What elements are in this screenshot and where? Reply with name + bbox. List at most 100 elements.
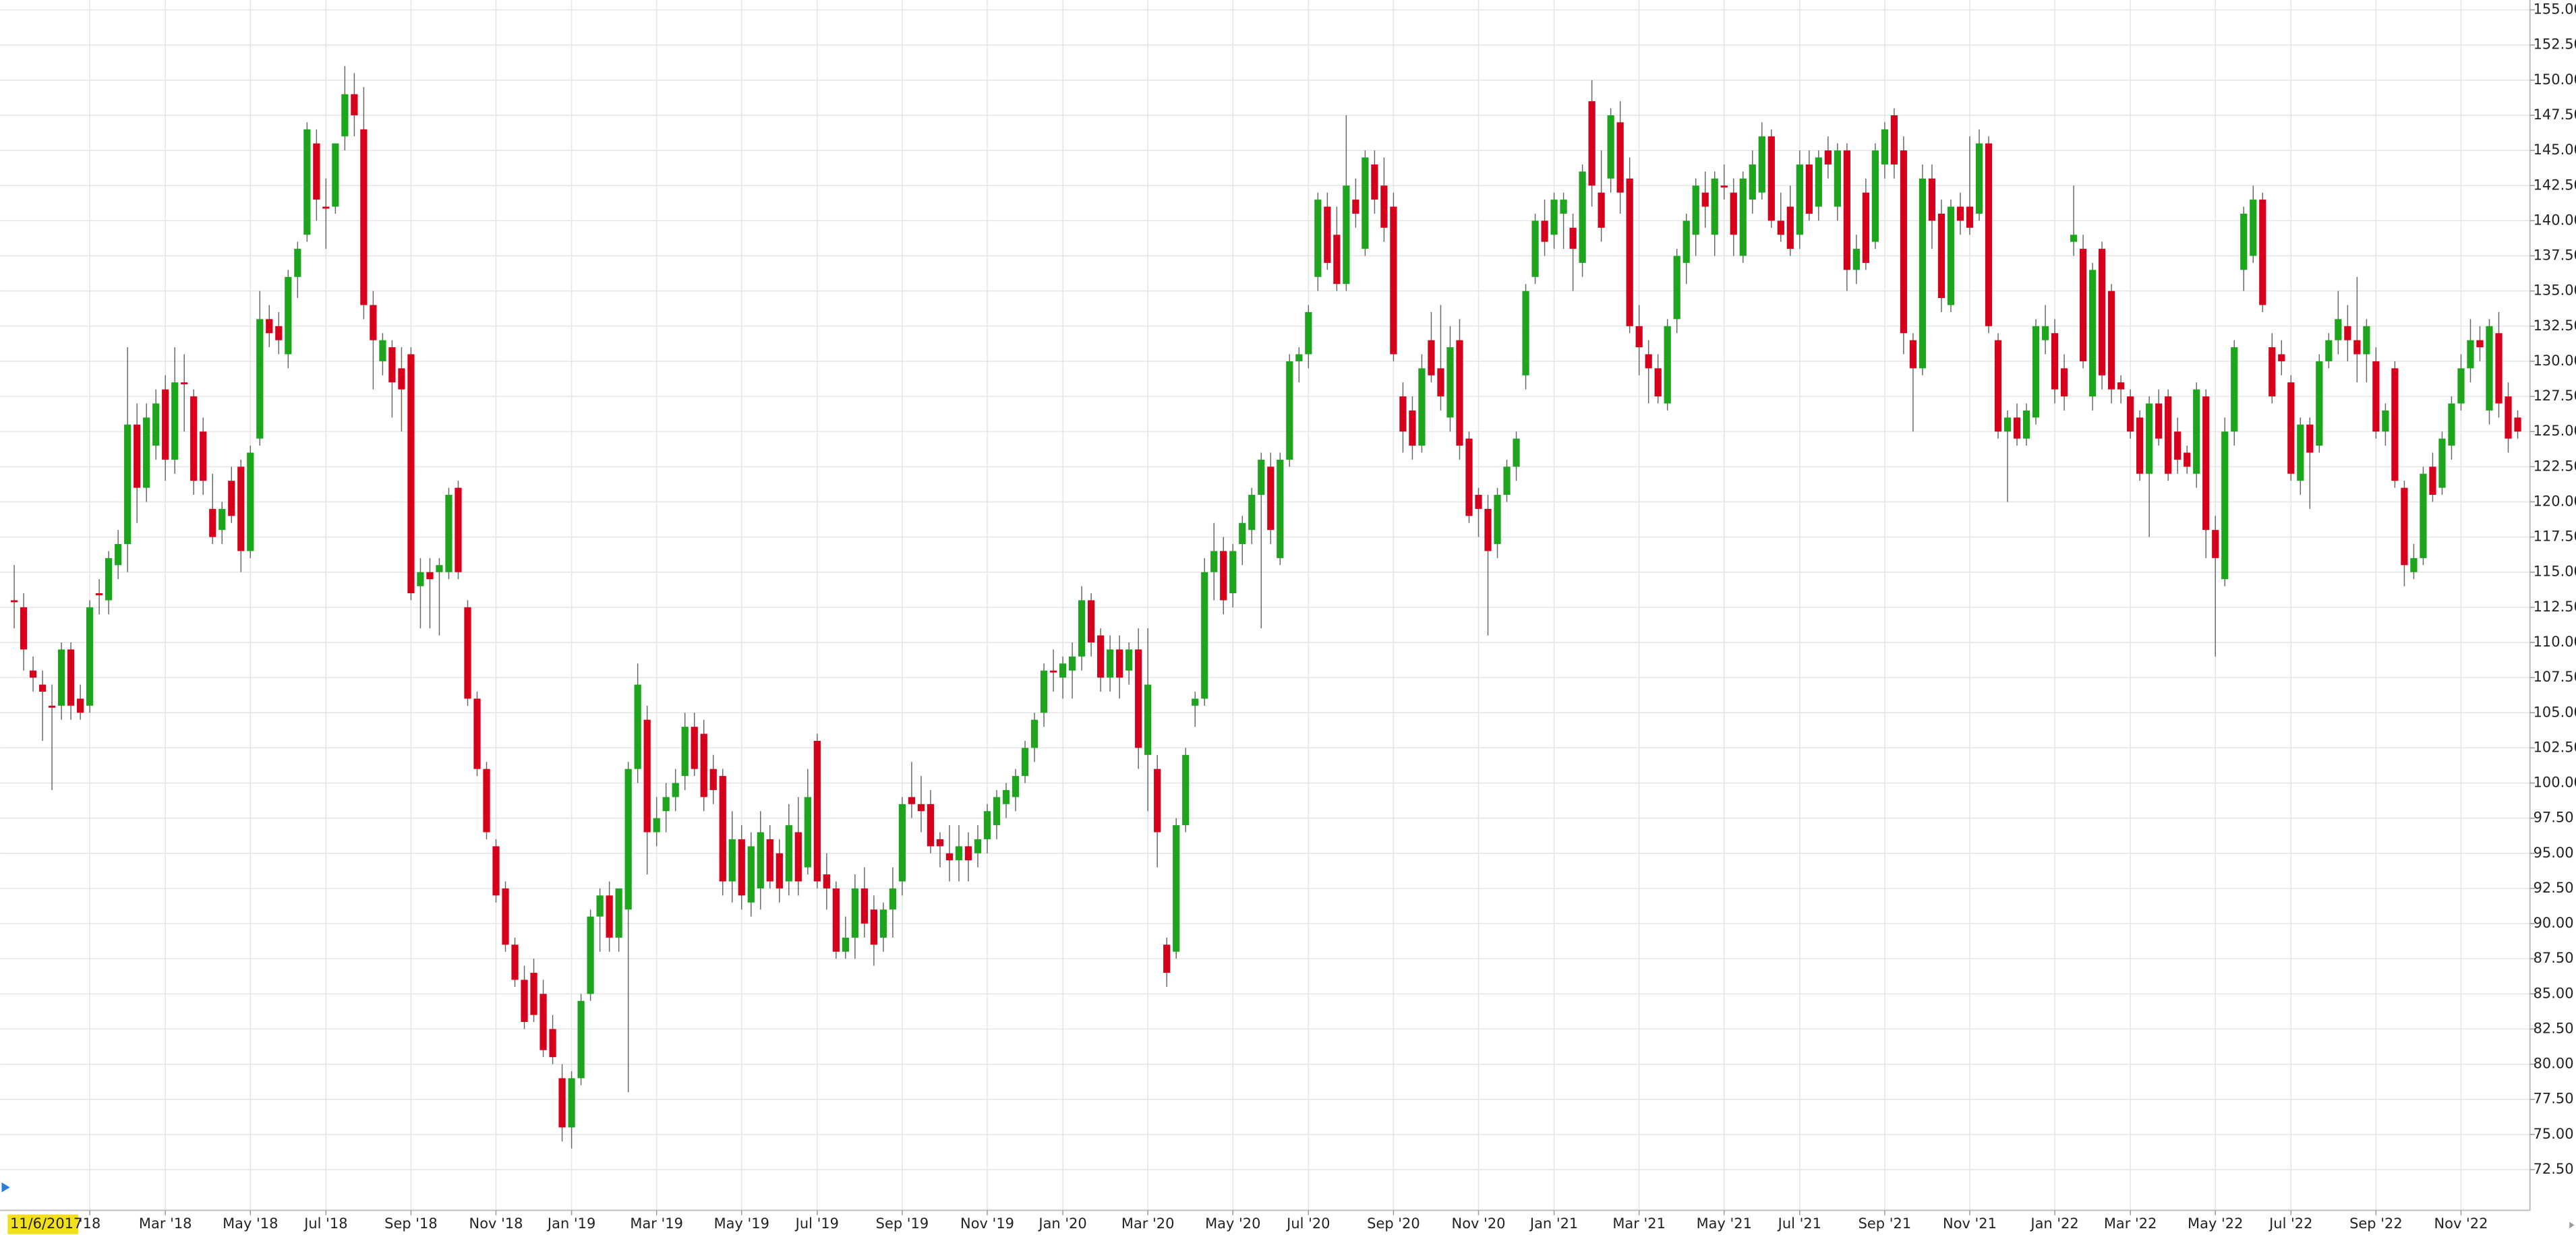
candle-body	[539, 994, 547, 1050]
candle-body	[1277, 459, 1284, 558]
candle-body	[558, 1078, 566, 1128]
candle-body	[2202, 396, 2210, 531]
x-tick-label: Nov '20	[1452, 1215, 1506, 1232]
candle-body	[1919, 178, 1927, 369]
candle-body	[1579, 171, 1586, 263]
x-tick-label: Mar '20	[1121, 1215, 1175, 1232]
x-tick-label: Sep '18	[384, 1215, 438, 1232]
candle-body	[700, 733, 707, 797]
candle-body	[1994, 340, 2002, 432]
candle-body	[1021, 748, 1029, 777]
candle-body	[1135, 649, 1142, 748]
candle-body	[1966, 206, 1974, 228]
candle-body	[2108, 291, 2115, 390]
y-tick-label: 97.50	[2534, 810, 2574, 826]
scroll-arrow-right[interactable]	[2569, 1222, 2575, 1229]
candle-body	[1588, 101, 1596, 186]
candle-body	[587, 916, 594, 994]
candle-body	[681, 727, 689, 777]
y-tick-label: 82.50	[2534, 1020, 2574, 1036]
candle-body	[1730, 192, 1737, 235]
candle-body	[1229, 551, 1237, 594]
candle-body	[2363, 326, 2370, 355]
candle-body	[719, 776, 726, 882]
candle-body	[2448, 403, 2455, 446]
y-tick-label: 142.50	[2534, 177, 2576, 193]
x-tick-label: Jul '20	[1285, 1215, 1330, 1232]
x-tick-label: Jul '22	[2268, 1215, 2312, 1232]
candle-body	[1371, 164, 1378, 200]
candle-body	[388, 347, 396, 383]
candle-body	[1720, 185, 1728, 188]
candle-body	[2306, 424, 2314, 453]
candle-body	[303, 129, 311, 235]
candle-body	[1314, 200, 1322, 277]
candle-body	[1531, 220, 1539, 277]
candle-body	[2165, 396, 2172, 474]
scroll-arrow[interactable]	[1, 1182, 10, 1193]
candle-body	[2335, 319, 2342, 340]
x-tick-label: Jan '22	[2029, 1215, 2078, 1232]
candle-body	[2268, 347, 2276, 397]
candle-body	[285, 276, 292, 355]
candle-body	[568, 1078, 575, 1128]
candle-body	[1607, 115, 1614, 179]
candle-body	[1210, 551, 1218, 572]
x-tick-label: Jan '20	[1037, 1215, 1086, 1232]
x-tick-label: May '18	[223, 1215, 278, 1232]
candle-body	[955, 846, 963, 861]
candle-body	[2372, 361, 2380, 432]
candle-body	[2344, 326, 2351, 340]
candle-body	[124, 424, 131, 545]
candle-body	[1002, 789, 1010, 804]
candle-body	[927, 804, 935, 847]
candle-body	[2457, 368, 2465, 404]
y-tick-label: 135.00	[2534, 282, 2576, 299]
candle-body	[1834, 150, 1841, 207]
candle-body	[483, 769, 490, 833]
candle-body	[29, 670, 37, 678]
candle-body	[190, 396, 198, 481]
y-tick-label: 120.00	[2534, 493, 2576, 509]
candle-body	[1805, 164, 1813, 214]
candle-body	[1144, 684, 1152, 755]
candle-body	[1343, 185, 1350, 284]
candle-body	[577, 1000, 585, 1079]
x-tick-label: Jan '21	[1529, 1215, 1578, 1232]
candle-body	[209, 508, 216, 537]
candle-body	[1550, 200, 1558, 235]
candle-body	[2231, 347, 2238, 432]
candle-body	[653, 818, 660, 833]
candle-body	[813, 740, 821, 882]
candle-body	[1154, 769, 1161, 833]
x-tick-label: Nov '22	[2434, 1215, 2488, 1232]
candle-body	[785, 825, 792, 882]
candle-body	[1059, 663, 1067, 678]
x-tick-label: Mar '19	[630, 1215, 683, 1232]
candle-body	[2391, 368, 2399, 481]
candle-body	[398, 368, 405, 390]
candle-body	[1362, 157, 1369, 249]
candle-body	[945, 853, 954, 861]
y-tick-label: 125.00	[2534, 423, 2576, 439]
y-tick-label: 152.50	[2534, 36, 2576, 53]
candle-body	[1749, 164, 1756, 200]
candle-body	[521, 980, 528, 1023]
y-tick-label: 85.00	[2534, 985, 2574, 1001]
candle-body	[351, 94, 358, 115]
candle-body	[1937, 213, 1945, 299]
x-tick-label: Mar '21	[1612, 1215, 1666, 1232]
candle-body	[870, 909, 878, 945]
candle-body	[1522, 291, 1529, 375]
candle-body	[322, 206, 330, 209]
candle-body	[2079, 249, 2087, 361]
candle-body	[1456, 340, 1463, 446]
labels: 72.50 75.00 77.50 80.00 82.50 85.00 87.50 90.00…	[7, 1, 2576, 1234]
y-tick-label: 155.00	[2534, 1, 2576, 18]
candle-body	[455, 487, 462, 572]
candle-body	[407, 354, 415, 594]
y-tick-label: 137.50	[2534, 247, 2576, 264]
x-tick-label: May '21	[1697, 1215, 1752, 1232]
candle-body	[2467, 340, 2474, 369]
